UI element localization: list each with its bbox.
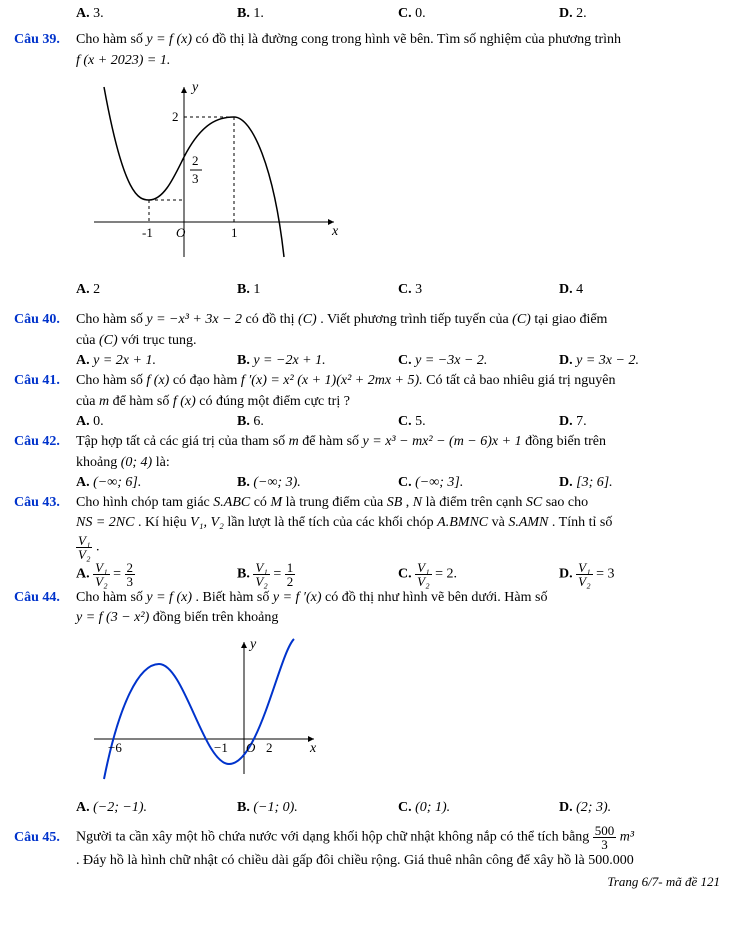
q43-label: Câu 43.: [14, 493, 76, 513]
q41: Câu 41. Cho hàm số f (x) có đạo hàm f ′(…: [14, 371, 720, 391]
q39-xlabel: x: [331, 224, 339, 239]
q44: Câu 44. Cho hàm số y = f (x) . Biết hàm …: [14, 588, 720, 608]
q41-label: Câu 41.: [14, 371, 76, 391]
q39-t1: Cho hàm số: [76, 32, 146, 47]
q40-options: A. y = 2x + 1. B. y = −2x + 1. C. y = −3…: [14, 351, 720, 371]
svg-text:−6: −6: [108, 740, 122, 755]
q39-eq1: y = f (x): [146, 32, 192, 47]
q39-graph: y x 2 2 3 -1 O 1: [84, 77, 720, 274]
q39: Câu 39. Cho hàm số y = f (x) có đồ thị l…: [14, 30, 720, 50]
q44-options: A. (−2; −1). B. (−1; 0). C. (0; 1). D. (…: [14, 798, 720, 818]
q38-A: 3.: [93, 6, 104, 21]
q43: Câu 43. Cho hình chóp tam giác S.ABC có …: [14, 493, 720, 513]
q41-options: A. 0. B. 6. C. 5. D. 7.: [14, 412, 720, 432]
q39-opt-B: B. 1: [237, 280, 398, 300]
q45: Câu 45. Người ta cần xây một hồ chứa nướ…: [14, 824, 720, 851]
q38-opt-A: A. 3.: [76, 4, 237, 24]
q43-opt-B: B. V₁V₂ = 12: [237, 561, 398, 588]
q42: Câu 42. Tập hợp tất cả các giá trị của t…: [14, 432, 720, 452]
q39-frac-n: 2: [192, 153, 199, 168]
q44-label: Câu 44.: [14, 588, 76, 608]
q43-opt-A: A. V₁V₂ = 23: [76, 561, 237, 588]
q43-opt-D: D. V₁V₂ = 3: [559, 561, 720, 588]
q42-options: A. (−∞; 6]. B. (−∞; 3). C. (−∞; 3]. D. […: [14, 473, 720, 493]
q45-label: Câu 45.: [14, 828, 76, 848]
q42-label: Câu 42.: [14, 432, 76, 452]
q39-tick2: 2: [172, 109, 179, 124]
q43-opt-C: C. V₁V₂ = 2.: [398, 561, 559, 588]
q39-opt-A: A. 2: [76, 280, 237, 300]
q39-tick-m1: -1: [142, 225, 153, 240]
svg-text:−1: −1: [214, 740, 228, 755]
svg-text:2: 2: [266, 740, 273, 755]
q39-frac-d: 3: [192, 171, 199, 186]
page-footer: Trang 6/7- mã đề 121: [14, 873, 720, 892]
svg-text:O: O: [246, 740, 256, 755]
svg-text:x: x: [309, 741, 317, 756]
q43-options: A. V₁V₂ = 23 B. V₁V₂ = 12 C. V₁V₂ = 2. D…: [14, 561, 720, 588]
q38-B: 1.: [253, 6, 264, 21]
q39-tick-1: 1: [231, 225, 238, 240]
q44-graph: y x −6 −1 O 2: [84, 634, 720, 791]
q40-label: Câu 40.: [14, 310, 76, 330]
q38-opt-C: C. 0.: [398, 4, 559, 24]
q38-opt-B: B. 1.: [237, 4, 398, 24]
q39-t2: có đồ thị là đường cong trong hình vẽ bê…: [195, 32, 621, 47]
q38-C: 0.: [415, 6, 426, 21]
q38-D: 2.: [576, 6, 587, 21]
svg-text:y: y: [248, 637, 257, 652]
q38-opt-D: D. 2.: [559, 4, 720, 24]
q39-opt-C: C. 3: [398, 280, 559, 300]
q39-label: Câu 39.: [14, 30, 76, 50]
q39-options: A. 2 B. 1 C. 3 D. 4: [14, 280, 720, 300]
q39-opt-D: D. 4: [559, 280, 720, 300]
q39-origin: O: [176, 225, 186, 240]
q39-eq2: f (x + 2023) = 1.: [14, 51, 720, 71]
q38-options: A. 3. B. 1. C. 0. D. 2.: [14, 4, 720, 24]
q40: Câu 40. Cho hàm số y = −x³ + 3x − 2 có đ…: [14, 310, 720, 330]
q39-ylabel: y: [190, 80, 199, 95]
